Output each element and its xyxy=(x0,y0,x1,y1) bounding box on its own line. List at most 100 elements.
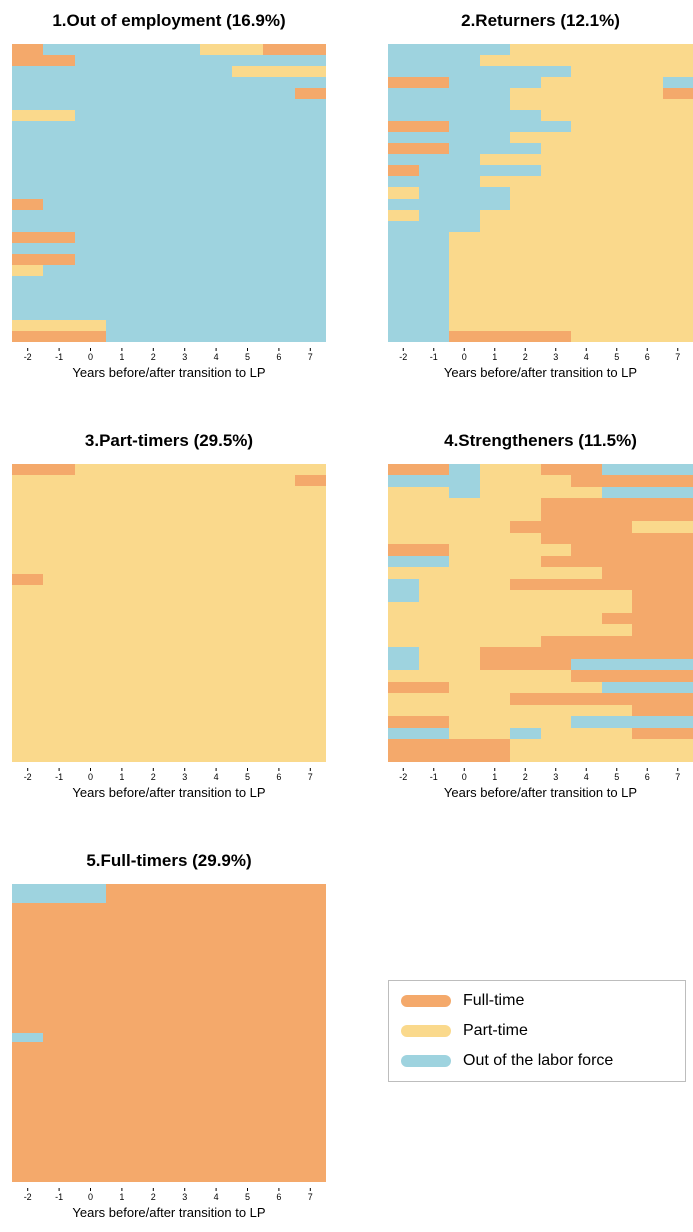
x-tick-label: -2 xyxy=(24,772,32,782)
sequence-cell xyxy=(388,132,510,143)
x-tick-label: 3 xyxy=(553,772,558,782)
sequence-cell xyxy=(388,602,632,613)
x-tick-label: -2 xyxy=(24,1192,32,1202)
sequence-cell xyxy=(510,579,693,590)
x-tick-label: -1 xyxy=(55,352,63,362)
sequence-cell xyxy=(388,221,480,232)
panel-4: 4.Strengtheners (11.5%) -2 -1 0 1 2 3 4 5 6 7 Years… xyxy=(388,431,693,800)
sequence-cell xyxy=(12,563,326,574)
sequence-cell xyxy=(449,143,541,154)
sequence-cell xyxy=(449,682,602,693)
sequence-cell xyxy=(388,66,571,77)
sequence-cell xyxy=(12,1163,326,1173)
x-tick-label: 6 xyxy=(276,352,281,362)
sequence-cell xyxy=(388,533,541,544)
x-tick-label: 4 xyxy=(584,772,589,782)
sequence-cell xyxy=(419,647,480,659)
sequence-cell xyxy=(388,751,510,762)
sequence-cell xyxy=(388,498,541,510)
sequence-cell xyxy=(388,320,449,331)
sequence-cell xyxy=(12,265,43,276)
sequence-cell xyxy=(388,55,480,66)
sequence-cell xyxy=(602,464,693,475)
sequence-cell xyxy=(388,521,510,533)
sequence-cell xyxy=(388,647,419,659)
sequence-cell xyxy=(12,585,326,596)
sequence-cell xyxy=(388,475,480,487)
sequence-cell xyxy=(12,1126,326,1135)
sequence-cell xyxy=(419,165,541,176)
sequence-cell xyxy=(388,464,449,475)
sequence-cell xyxy=(480,487,602,498)
sequence-cell xyxy=(12,1089,326,1098)
sequence-cell xyxy=(510,187,693,199)
sequence-cell xyxy=(541,143,693,154)
sequence-cell xyxy=(388,567,602,579)
sequence-cell xyxy=(12,530,326,541)
sequence-cell xyxy=(12,165,326,176)
x-tick-label: -1 xyxy=(430,772,438,782)
x-tick-label: 4 xyxy=(214,1192,219,1202)
x-tick-label: -1 xyxy=(430,352,438,362)
sequence-cell xyxy=(12,66,232,77)
sequence-cell xyxy=(12,276,326,287)
sequence-cell xyxy=(602,682,693,693)
sequence-cell xyxy=(663,77,693,88)
part-time-swatch xyxy=(401,1025,451,1037)
sequence-cell xyxy=(449,265,693,276)
legend-item-full-time: Full-time xyxy=(401,990,524,1012)
x-tick-label: 0 xyxy=(462,772,467,782)
x-tick-label: 2 xyxy=(523,352,528,362)
panel-title: 5.Full-timers (29.9%) xyxy=(86,851,251,870)
sequence-cell xyxy=(12,464,75,475)
x-tick-label: 5 xyxy=(614,352,619,362)
sequence-cell xyxy=(510,693,693,705)
sequence-cell xyxy=(480,154,693,165)
sequence-cell xyxy=(388,254,449,265)
x-axis-label: Years before/after transition to LP xyxy=(72,1205,265,1220)
sequence-cell xyxy=(388,176,480,187)
sequence-cell xyxy=(12,44,43,55)
sequence-cell xyxy=(12,552,326,563)
sequence-cell xyxy=(12,1154,326,1163)
sequence-cell xyxy=(480,647,693,659)
sequence-cell xyxy=(12,1052,326,1061)
sequence-cell xyxy=(510,728,541,739)
sequence-cell xyxy=(12,254,75,265)
sequence-cell xyxy=(571,670,693,682)
sequence-cell xyxy=(480,464,541,475)
sequence-cell xyxy=(388,298,449,309)
sequence-cell xyxy=(295,88,326,99)
sequence-cell xyxy=(12,475,295,486)
sequence-cell xyxy=(12,940,326,949)
sequence-cell xyxy=(388,705,632,716)
x-tick-label: 7 xyxy=(675,772,680,782)
sequence-cell xyxy=(480,210,693,221)
sequence-cell xyxy=(12,88,295,99)
sequence-cell xyxy=(663,88,693,99)
sequence-cell xyxy=(12,574,43,585)
sequence-cell xyxy=(12,996,326,1005)
sequence-cell xyxy=(510,521,632,533)
sequence-cell xyxy=(388,659,419,670)
sequence-cell xyxy=(571,716,693,728)
sequence-cell xyxy=(12,893,106,903)
sequence-cell xyxy=(43,44,200,55)
x-tick-label: -2 xyxy=(399,772,407,782)
sequence-cell xyxy=(232,66,326,77)
sequence-cell xyxy=(12,641,326,652)
sequence-cell xyxy=(12,486,326,497)
sequence-cell xyxy=(388,99,510,110)
x-tick-label: 5 xyxy=(614,772,619,782)
x-tick-label: 2 xyxy=(151,352,156,362)
x-tick-label: 4 xyxy=(214,772,219,782)
sequence-cell xyxy=(541,77,663,88)
panel-1: 1.Out of employment (16.9%) -2 -1 0 1 2 3 4 5 6 7 Y… xyxy=(12,11,326,380)
sequence-cell xyxy=(12,949,326,959)
panel-title: 3.Part-timers (29.5%) xyxy=(85,431,253,450)
x-axis-label: Years before/after transition to LP xyxy=(444,785,637,800)
sequence-cell xyxy=(632,624,693,636)
panel-title: 4.Strengtheners (11.5%) xyxy=(444,431,637,450)
x-axis-label: Years before/after transition to LP xyxy=(72,365,265,380)
sequence-cell xyxy=(541,498,693,510)
